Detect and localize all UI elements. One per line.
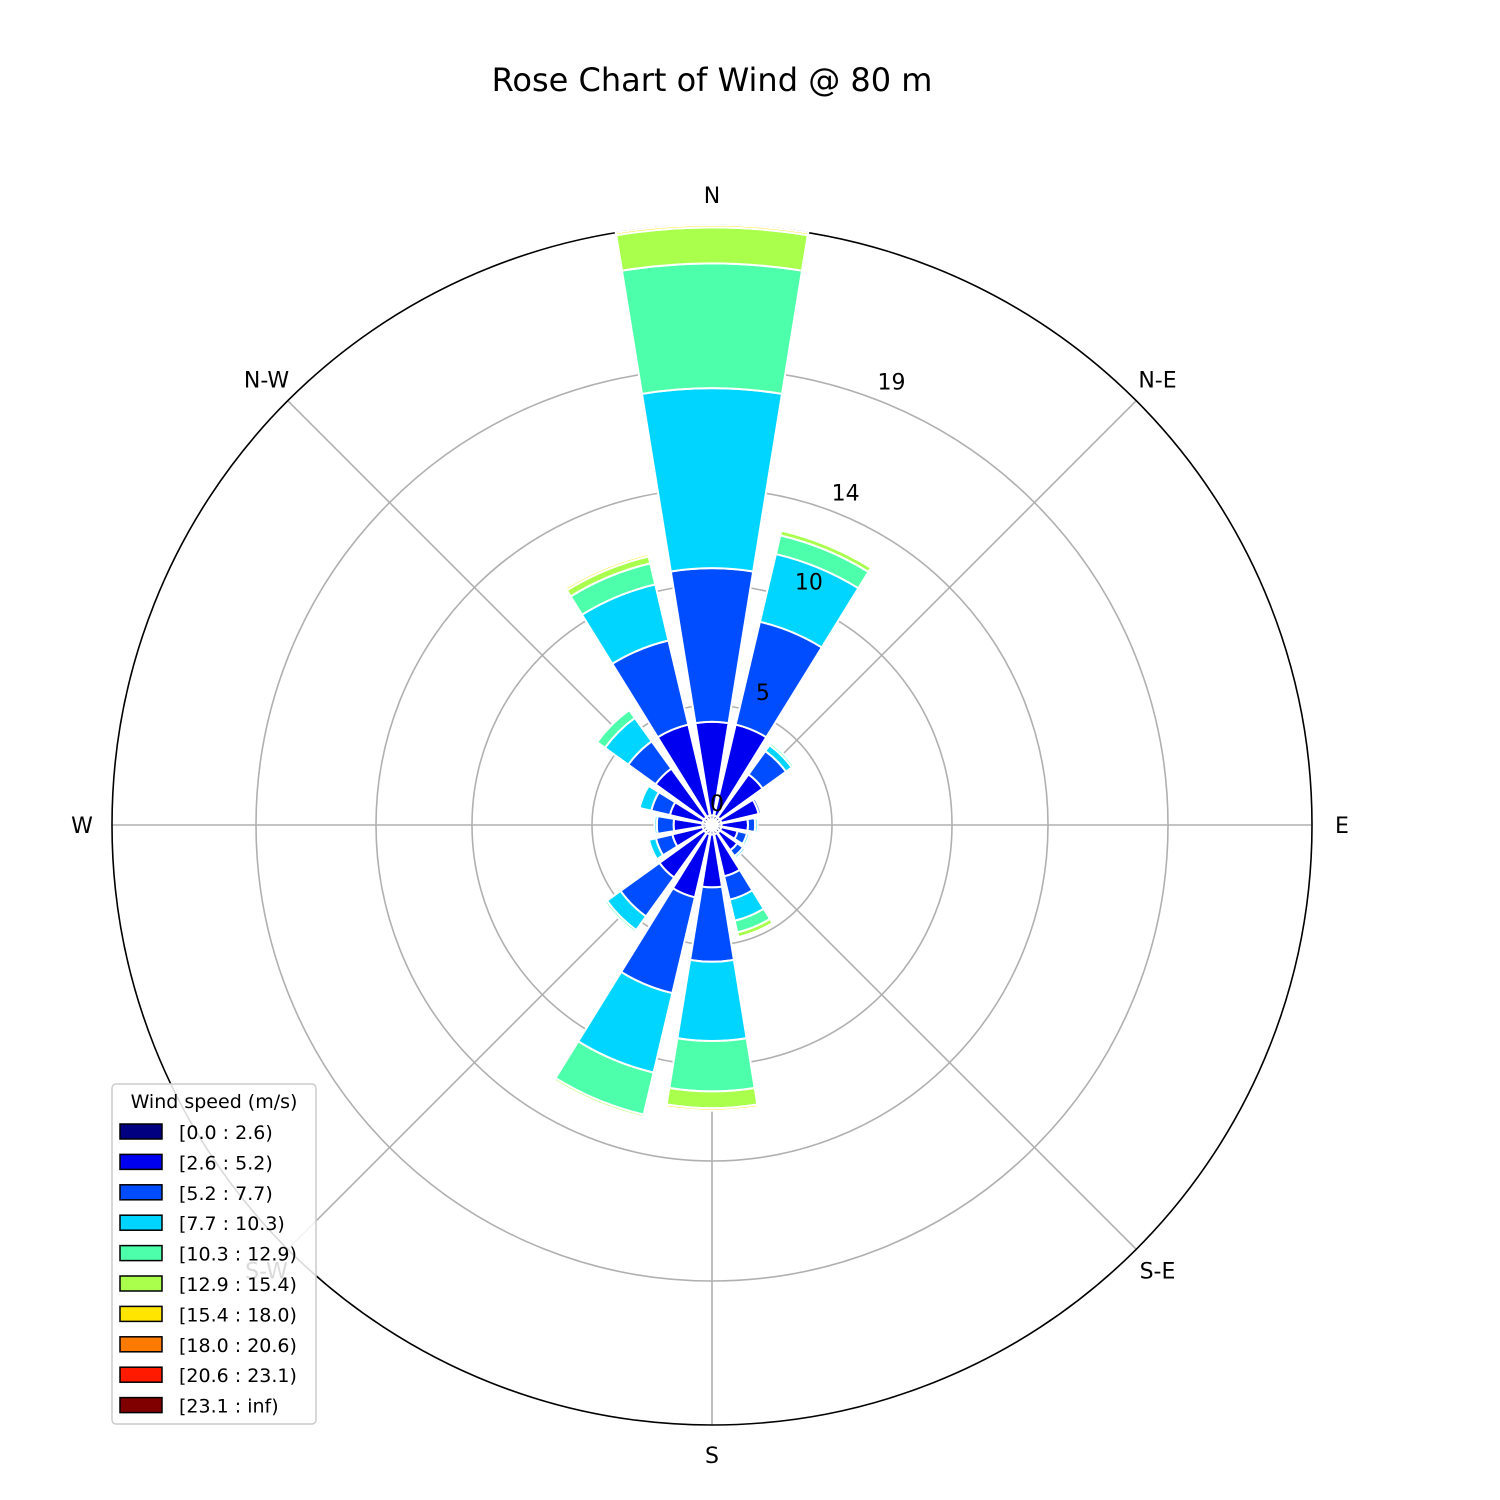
legend-swatch — [120, 1398, 162, 1413]
legend-swatch — [120, 1215, 162, 1230]
wind-bar-segment — [642, 388, 782, 571]
legend-swatch — [120, 1124, 162, 1139]
wind-bar-segment — [690, 887, 734, 962]
legend-entry-label: [5.2 : 7.7) — [179, 1183, 273, 1205]
legend-title: Wind speed (m/s) — [131, 1091, 298, 1113]
legend-entry-label: [0.0 : 2.6) — [179, 1122, 273, 1144]
radial-tick-label: 19 — [878, 371, 906, 396]
legend-entry-label: [12.9 : 15.4) — [179, 1274, 297, 1296]
wind-bar-segment — [654, 816, 657, 834]
radial-tick-label: 5 — [756, 681, 770, 706]
direction-label: N-E — [1138, 369, 1176, 394]
legend-entry-label: [10.3 : 12.9) — [179, 1244, 297, 1266]
wind-bar-segment — [677, 960, 746, 1041]
wind-bar-segment — [755, 818, 758, 833]
legend-swatch — [120, 1154, 162, 1169]
legend-swatch — [120, 1337, 162, 1352]
wind-bar-segment — [622, 263, 802, 393]
direction-label: W — [71, 814, 93, 839]
radial-tick-label: 14 — [832, 482, 860, 507]
direction-label: S-E — [1140, 1259, 1176, 1284]
grid-spoke — [712, 825, 1136, 1249]
legend-swatch — [120, 1246, 162, 1261]
wind-bar-segment — [669, 1038, 754, 1091]
radial-tick-label: 0 — [710, 792, 724, 817]
radial-tick-label: 10 — [795, 570, 823, 595]
legend-swatch — [120, 1306, 162, 1321]
legend-swatch — [120, 1276, 162, 1291]
legend-entry-label: [7.7 : 10.3) — [179, 1213, 285, 1235]
wind-bar-segment — [657, 816, 674, 834]
wind-bars — [554, 225, 871, 1117]
wind-bar-segment — [616, 227, 808, 270]
direction-label: N — [704, 184, 720, 209]
legend-swatch — [120, 1185, 162, 1200]
direction-label: S — [705, 1444, 719, 1469]
legend: Wind speed (m/s) [0.0 : 2.6) [2.6 : 5.2) [5… — [112, 1084, 316, 1424]
direction-label: E — [1335, 814, 1349, 839]
direction-label: N-W — [244, 369, 290, 394]
chart-title: Rose Chart of Wind @ 80 m — [492, 61, 933, 99]
legend-entry-label: [15.4 : 18.0) — [179, 1304, 297, 1326]
legend-entry-label: [23.1 : inf) — [179, 1396, 279, 1418]
wind-bar-segment — [667, 1088, 758, 1108]
legend-entry-label: [2.6 : 5.2) — [179, 1152, 273, 1174]
legend-entry-label: [20.6 : 23.1) — [179, 1365, 297, 1387]
legend-entry-label: [18.0 : 20.6) — [179, 1335, 297, 1357]
legend-swatch — [120, 1367, 162, 1382]
